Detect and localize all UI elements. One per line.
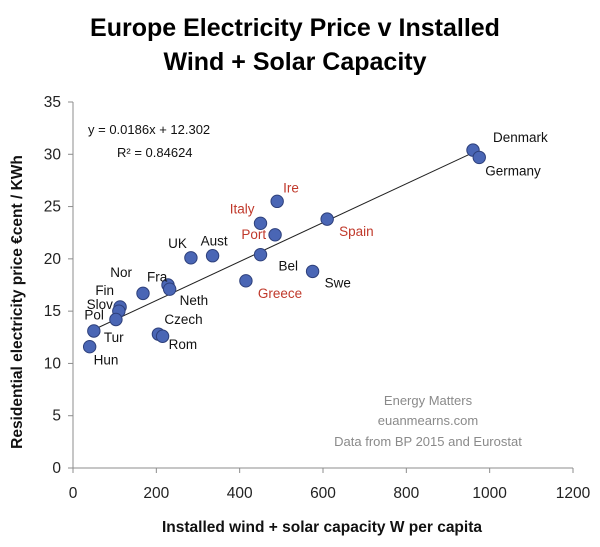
point-label: Neth [180, 293, 209, 308]
r-squared: R² = 0.84624 [117, 145, 193, 160]
x-tick-label: 1200 [556, 485, 591, 502]
y-axis-label: Residential electricity price €cent / KW… [9, 155, 26, 449]
point-label: Port [241, 227, 266, 242]
point-label: Fra [147, 269, 168, 284]
point-label: Denmark [493, 130, 548, 145]
x-tick-label: 0 [69, 485, 78, 502]
data-points [82, 143, 486, 354]
point-label: Aust [201, 234, 228, 249]
point-label: Hun [94, 353, 119, 368]
y-tick-label: 35 [44, 94, 61, 111]
data-point [320, 212, 334, 226]
y-tick-label: 5 [52, 408, 61, 425]
credit-line-1: Energy Matters [384, 393, 473, 408]
x-tick-label: 400 [227, 485, 253, 502]
data-point [268, 228, 282, 242]
data-point [82, 339, 97, 354]
data-point [305, 264, 320, 279]
chart-title-line-2: Wind + Solar Capacity [163, 48, 426, 76]
trendline [93, 151, 476, 331]
y-tick-label: 0 [52, 460, 61, 477]
data-point [184, 251, 198, 265]
point-label: Fin [95, 283, 114, 298]
point-label: Nor [110, 265, 132, 280]
point-label: Ire [283, 180, 299, 195]
point-label: Czech [164, 312, 202, 327]
point-label: Swe [325, 275, 351, 290]
point-label: UK [168, 236, 187, 251]
point-label: Germany [485, 163, 541, 178]
data-point [155, 329, 170, 343]
point-label: Slov [87, 297, 114, 312]
point-label: Pol [84, 308, 104, 323]
data-point [162, 282, 177, 296]
data-point [253, 216, 268, 231]
axes [68, 101, 574, 473]
trendline-group [93, 151, 476, 331]
point-label: Greece [258, 286, 302, 301]
data-point [136, 286, 150, 301]
data-point [270, 194, 284, 209]
credit-line-3: Data from BP 2015 and Eurostat [334, 434, 522, 449]
data-point [205, 249, 220, 263]
data-point [253, 247, 268, 262]
x-tick-label: 800 [393, 485, 419, 502]
point-label: Bel [279, 259, 299, 274]
y-tick-label: 10 [44, 355, 62, 372]
y-tick-label: 25 [44, 199, 61, 216]
data-point [239, 274, 253, 288]
data-point [109, 312, 123, 327]
credit-line-2: euanmearns.com [378, 413, 478, 428]
y-tick-label: 20 [44, 251, 62, 268]
x-tick-label: 600 [310, 485, 336, 502]
point-label: Rom [169, 337, 198, 352]
data-point [472, 150, 486, 165]
y-tick-label: 15 [44, 303, 61, 320]
x-tick-label: 200 [143, 485, 169, 502]
y-tick-label: 30 [44, 146, 62, 163]
chart-title-line-1: Europe Electricity Price v Installed [90, 14, 500, 42]
x-axis-label: Installed wind + solar capacity W per ca… [162, 519, 482, 536]
point-label: Tur [104, 330, 124, 345]
point-label: Italy [230, 201, 255, 216]
point-label: Spain [339, 224, 374, 239]
point-labels: Denmark Germany Ire Italy Spain Port Aust UK Bel… [84, 130, 548, 368]
data-point [87, 324, 101, 338]
x-tick-label: 1000 [472, 485, 507, 502]
trendline-equation: y = 0.0186x + 12.302 [88, 122, 210, 137]
tick-labels: 0 200 400 600 800 1000 1200 0 5 10 15 20 25 30 35 [44, 94, 591, 502]
